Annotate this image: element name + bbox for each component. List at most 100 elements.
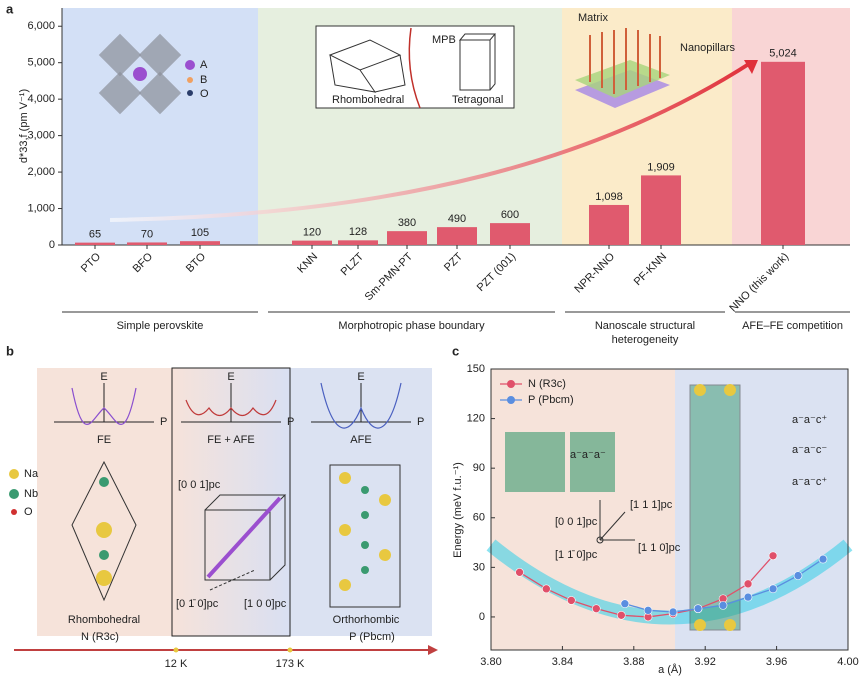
p-label: P xyxy=(160,416,167,428)
y-tick-label: 60 xyxy=(473,512,485,524)
atom-key xyxy=(11,509,17,515)
inset-label: B xyxy=(200,74,207,86)
bar xyxy=(589,204,629,245)
potential-curve xyxy=(185,399,277,417)
rhombohedral-cell xyxy=(328,39,406,93)
x-tick-label: 4.00 xyxy=(837,656,858,668)
atom xyxy=(96,570,112,586)
axis xyxy=(61,8,850,246)
atom xyxy=(99,550,109,560)
group-label: Morphotropic phase boundary xyxy=(338,320,485,332)
matrix xyxy=(575,60,670,98)
data-point xyxy=(515,568,524,577)
y-tick-label: 3,000 xyxy=(27,130,55,142)
y-tick-label: 120 xyxy=(467,412,485,424)
direction-label: [1 0 0]pc xyxy=(244,598,287,610)
atom xyxy=(99,477,109,487)
x-tick-label: 3.80 xyxy=(480,656,501,668)
data-point xyxy=(693,604,703,613)
bar xyxy=(292,240,332,245)
e-label: E xyxy=(227,371,234,383)
y-tick-label: 0 xyxy=(49,239,55,251)
inset-label: a⁻a⁻c⁻ xyxy=(792,444,827,456)
data-point xyxy=(620,599,630,609)
y-tick-label: 2,000 xyxy=(27,166,55,178)
y-axis-label: d*33,f (pm V⁻¹) xyxy=(18,89,30,163)
atom-label: O xyxy=(24,506,33,518)
atom-label: Na xyxy=(24,468,39,480)
data-point xyxy=(768,551,778,561)
atom-key xyxy=(9,469,19,479)
structure-label: Orthorhombic xyxy=(333,614,400,626)
x-axis-label: a (Å) xyxy=(658,663,682,676)
inset-label: a⁻a⁻a⁻ xyxy=(570,449,606,461)
temperature-label: 173 K xyxy=(276,658,305,670)
inset-label: a⁻a⁻c⁺ xyxy=(792,476,827,488)
x-tick-label: BTO xyxy=(184,250,209,275)
value-label: 5,024 xyxy=(769,48,797,60)
group-label: Simple perovskite xyxy=(117,320,204,332)
group-label-line: heterogeneity xyxy=(612,334,679,346)
group-label: AFE–FE competition xyxy=(742,320,843,332)
structure-inset xyxy=(505,384,741,631)
phase-name: FE + AFE xyxy=(207,434,254,446)
x-tick-label: PF-KNN xyxy=(632,251,669,288)
x-tick-label: PZT (001) xyxy=(475,251,518,294)
inset-label: [1 1̄ 0]pc xyxy=(555,549,598,561)
y-tick-label: 0 xyxy=(479,611,485,623)
plot-frame xyxy=(490,368,849,651)
value-label: 1,909 xyxy=(647,161,675,173)
x-tick-label: Sm-PMN-PT xyxy=(363,250,416,303)
data-point xyxy=(743,592,753,602)
inset-label: Rhombohedral xyxy=(332,94,404,106)
y-axis-label: Energy (meV f.u.⁻¹) xyxy=(452,462,464,558)
inset-label: O xyxy=(200,88,209,100)
data-point xyxy=(567,596,576,605)
value-label: 70 xyxy=(141,228,153,240)
direction-label: [0 0 1]pc xyxy=(178,479,221,491)
direction-label: [0 1̄ 0]pc xyxy=(176,598,219,610)
panel-label: b xyxy=(6,343,14,358)
bar xyxy=(75,242,115,245)
data-point xyxy=(592,604,601,613)
x-tick-label: BFO xyxy=(131,250,156,275)
tetragonal-cell xyxy=(458,33,497,91)
transition-dot xyxy=(287,647,293,653)
trend-arrow xyxy=(109,60,754,222)
bar xyxy=(338,240,378,245)
x-tick-label: NPR-NNO xyxy=(572,250,617,295)
value-label: 380 xyxy=(398,217,416,229)
data-point xyxy=(768,584,778,594)
bar xyxy=(127,242,167,245)
arrowhead xyxy=(428,645,438,655)
phase-label: N (R3c) xyxy=(81,631,119,643)
x-tick-label: 3.88 xyxy=(623,656,644,668)
inset-label: [1 1 0]pc xyxy=(638,542,681,554)
bar xyxy=(387,231,427,245)
y-tick-label: 5,000 xyxy=(27,57,55,69)
y-tick-label: 1,000 xyxy=(27,202,55,214)
x-tick-label: NNO (this work) xyxy=(727,251,791,315)
y-tick-label: 4,000 xyxy=(27,93,55,105)
orthorhombic-cell xyxy=(329,464,401,608)
data-point xyxy=(643,606,653,615)
value-label: 105 xyxy=(191,227,209,239)
potential-curve xyxy=(320,382,402,429)
x-tick-label: 3.92 xyxy=(694,656,715,668)
bar xyxy=(180,241,220,245)
bar xyxy=(437,227,477,245)
phase-name: AFE xyxy=(350,434,371,446)
bar xyxy=(490,223,530,245)
structure-label: Rhombohedral xyxy=(68,614,140,626)
x-tick-label: PLZT xyxy=(339,251,367,279)
inset-label: a⁻a⁻c⁺ xyxy=(792,414,827,426)
atom xyxy=(96,522,112,538)
inset-label: Nanopillars xyxy=(680,42,736,54)
y-tick-label: 150 xyxy=(467,363,485,375)
group-label-line: Nanoscale structural xyxy=(595,320,695,332)
inset-label: A xyxy=(200,59,208,71)
data-point xyxy=(793,571,803,580)
legend-marker xyxy=(507,380,515,388)
legend-label: P (Pbcm) xyxy=(528,394,574,406)
panel-label: c xyxy=(452,343,459,358)
